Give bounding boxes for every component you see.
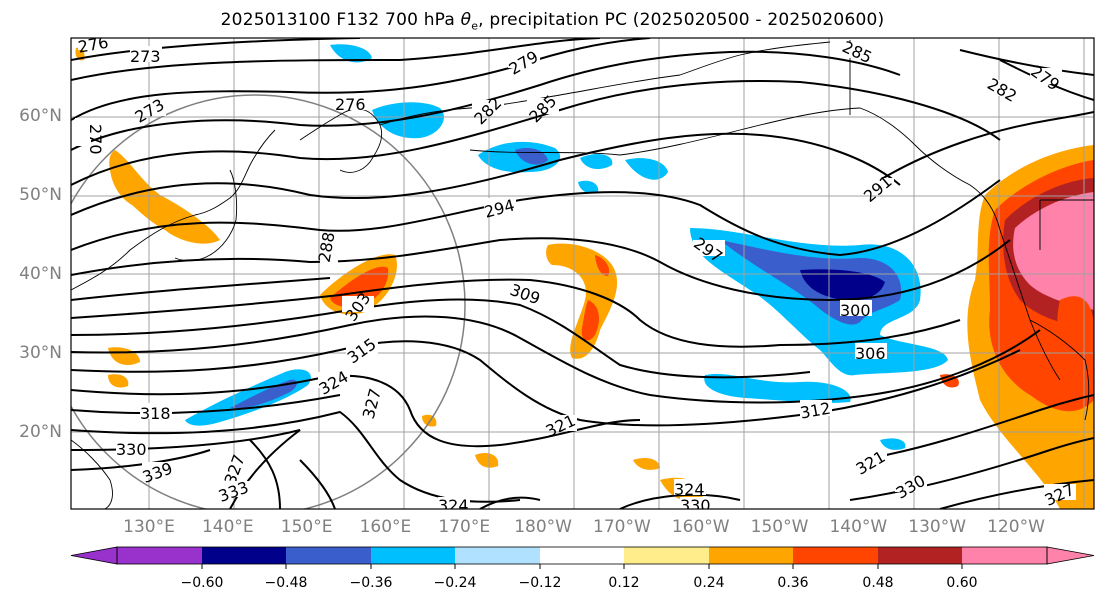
latitude-label: 30°N [19, 343, 62, 363]
contour-label: 324 [674, 480, 705, 499]
colorbar-frame [116, 546, 1048, 565]
colorbar-tick-label: −0.60 [180, 575, 224, 591]
colorbar-tick-label: 0.12 [608, 575, 640, 591]
contour-label: 300 [840, 301, 871, 320]
colorbar-segment [117, 547, 203, 564]
latitude-label: 40°N [19, 264, 62, 284]
longitude-label: 160°W [671, 517, 730, 537]
contour-label: 306 [855, 344, 886, 363]
colorbar-segment [286, 547, 372, 564]
colorbar-segment [878, 547, 963, 564]
theta-e-contours [71, 38, 1094, 509]
longitude-label: 130°W [908, 517, 967, 537]
colorbar-tick-label: 0.24 [693, 575, 725, 591]
latitude-label: 20°N [19, 422, 62, 442]
colorbar-tick-label: 0.48 [862, 575, 894, 591]
colorbar-segment [202, 547, 287, 564]
graticule [71, 38, 1094, 509]
colorbar-segment [455, 547, 541, 564]
colorbar-segment [624, 547, 710, 564]
reference-circle [71, 94, 466, 509]
longitude-label: 170°W [593, 517, 651, 537]
colorbar [70, 546, 1095, 569]
colorbar-tick-label: −0.48 [264, 575, 308, 591]
longitude-label: 160°E [359, 517, 412, 537]
latitude-label: 60°N [19, 106, 62, 126]
contour-label: 273 [130, 47, 161, 66]
chart-title: 2025013100 F132 700 hPa θe, precipitatio… [220, 10, 885, 33]
colorbar-extend-low [70, 546, 118, 565]
longitude-label: 120°W [987, 517, 1045, 537]
contour-label: 270 [86, 124, 105, 155]
contour-label: 330 [116, 440, 147, 459]
colorbar-segment [371, 547, 456, 564]
contour-label: 324 [438, 496, 469, 515]
contour-label: 330 [680, 496, 711, 515]
colorbar-segment [540, 547, 625, 564]
colorbar-segment [709, 547, 794, 564]
colorbar-tick-label: 0.60 [946, 575, 978, 591]
contour-label: 318 [140, 404, 171, 423]
colorbar-tick-label: −0.36 [349, 575, 393, 591]
contour-label: 276 [77, 33, 110, 57]
colorbar-extend-high [1046, 546, 1095, 565]
contour-label: 276 [335, 95, 366, 114]
colorbar-segment [962, 547, 1048, 564]
colorbar-segment [793, 547, 879, 564]
longitude-label: 180°W [514, 517, 572, 537]
plot-frame [70, 37, 1095, 510]
longitude-label: 130°E [123, 517, 175, 537]
longitude-label: 140°W [829, 517, 888, 537]
colorbar-tick-label: 0.36 [777, 575, 809, 591]
latitude-label: 50°N [19, 185, 62, 205]
colorbar-tick-label: −0.24 [433, 575, 477, 591]
colorbar-tick-label: −0.12 [518, 575, 562, 591]
longitude-label: 170°E [438, 517, 491, 537]
longitude-label: 140°E [201, 517, 254, 537]
longitude-label: 150°W [750, 517, 809, 537]
longitude-label: 150°E [280, 517, 333, 537]
